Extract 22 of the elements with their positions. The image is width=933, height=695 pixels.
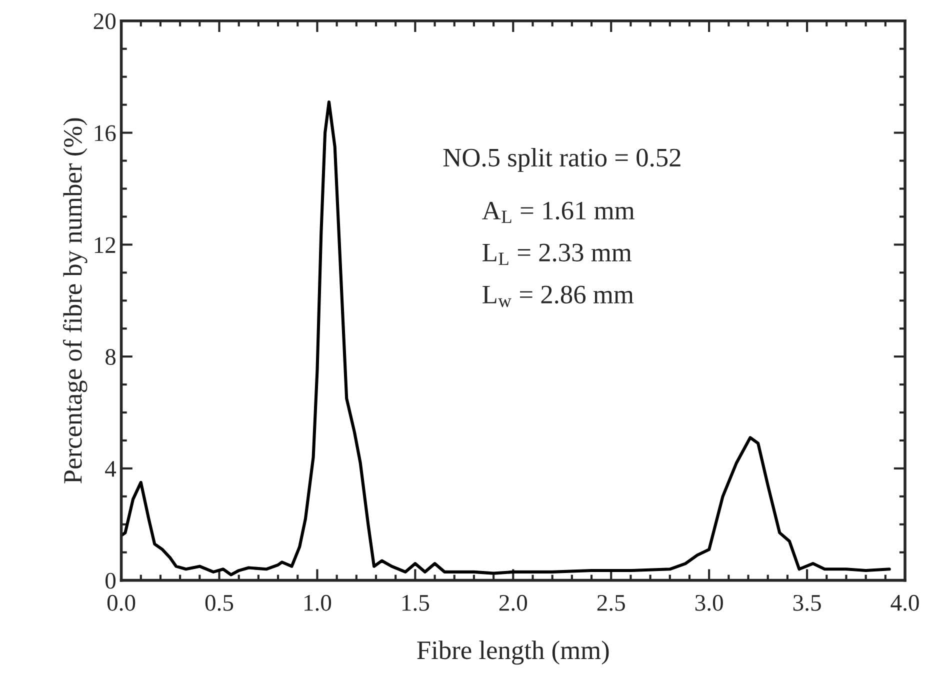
x-tick-label: 2.5 (597, 594, 625, 611)
x-tick-label: 3.0 (695, 594, 723, 611)
y-tick-label: 20 (94, 13, 116, 30)
annotation: L$_{L}$ = 2.33 mm (482, 244, 632, 265)
annotation: A$_{L}$ = 1.61 mm (482, 202, 634, 223)
x-tick-label: 4.0 (890, 594, 919, 611)
x-tick-label: 0.0 (107, 594, 136, 611)
annotation: NO.5 split ratio = 0.52 (443, 148, 680, 172)
y-tick-label: 0 (106, 572, 116, 589)
y-axis-title: Percentage of fibre by number (%) (62, 118, 88, 484)
y-tick-label: 8 (106, 349, 116, 365)
y-tick-label: 16 (94, 125, 116, 142)
y-tick-label: 12 (94, 237, 116, 253)
annotation: L$_{w}$ = 2.86 mm (482, 286, 634, 308)
x-tick-label: 1.0 (304, 594, 332, 611)
x-tick-label: 0.5 (205, 594, 234, 611)
x-axis-title: Fibre length (mm) (417, 640, 609, 665)
x-tick-label: 1.5 (402, 595, 430, 611)
x-tick-label: 2.0 (499, 594, 528, 611)
y-tick-label: 4 (105, 461, 116, 477)
line-series (121, 100, 891, 576)
x-tick-label: 3.5 (793, 594, 821, 611)
